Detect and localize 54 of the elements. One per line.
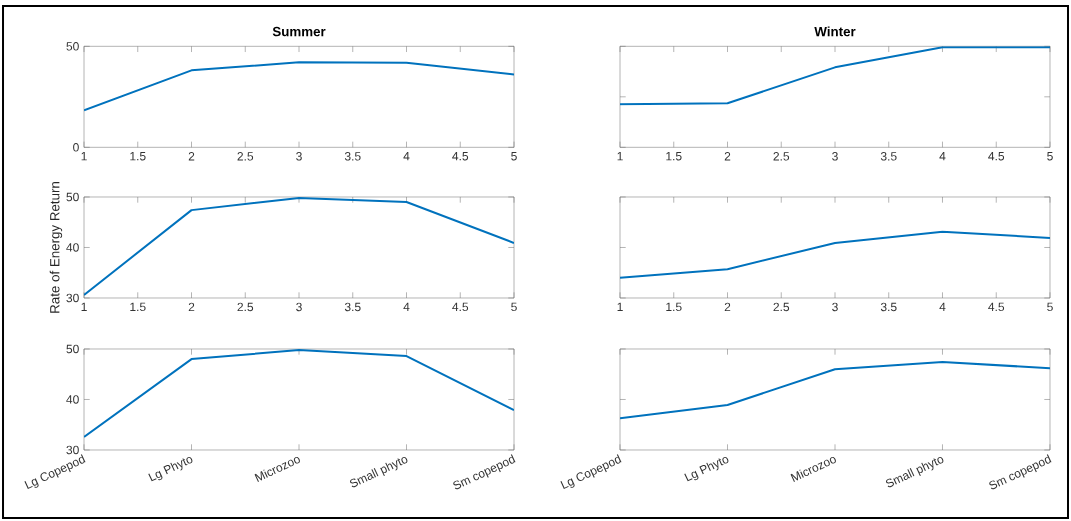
x-tick-label: 1 bbox=[617, 152, 623, 161]
x-tick-label: 4 bbox=[403, 302, 410, 311]
x-tick-label: 3 bbox=[832, 152, 838, 161]
chart-title: Summer bbox=[272, 26, 326, 37]
x-tick-label: Small phyto bbox=[349, 456, 408, 488]
x-tick-label: 1 bbox=[81, 302, 87, 311]
x-tick-label: 3.5 bbox=[344, 302, 361, 312]
x-tick-label: 4.5 bbox=[452, 302, 469, 312]
y-tick-label: 30 bbox=[66, 293, 79, 303]
x-tick-label: 3.5 bbox=[880, 302, 897, 312]
x-tick-label: Lg Phyto bbox=[148, 456, 193, 482]
x-tick-label: 2.5 bbox=[773, 152, 790, 161]
x-tick-label: 4.5 bbox=[988, 152, 1005, 161]
x-tick-label: 1 bbox=[81, 152, 87, 161]
x-tick-label: 1.5 bbox=[130, 152, 146, 161]
y-tick-label: 40 bbox=[66, 395, 79, 404]
x-tick-label: 1.5 bbox=[666, 302, 682, 312]
y-axis-title: Rate of Energy Return bbox=[49, 182, 63, 313]
x-tick-label: 5 bbox=[511, 302, 517, 312]
x-tick-label: 2 bbox=[724, 152, 731, 161]
x-tick-label: 2 bbox=[724, 302, 731, 312]
x-tick-label: 5 bbox=[1047, 152, 1053, 161]
x-tick-label: 4 bbox=[403, 152, 410, 161]
x-tick-label: 2.5 bbox=[773, 302, 790, 312]
x-tick-label: 5 bbox=[1047, 302, 1053, 312]
y-tick-label: 30 bbox=[66, 445, 79, 455]
x-tick-label: 3 bbox=[832, 302, 838, 312]
y-tick-label: 0 bbox=[73, 143, 79, 152]
x-tick-label: 4.5 bbox=[988, 302, 1005, 312]
x-tick-label: 3 bbox=[296, 152, 302, 161]
x-tick-label: 5 bbox=[511, 152, 517, 161]
chart-title: Winter bbox=[814, 26, 856, 37]
y-tick-label: 50 bbox=[66, 42, 79, 51]
x-tick-label: 3 bbox=[296, 302, 302, 312]
x-tick-label: 1 bbox=[617, 302, 623, 311]
y-tick-label: 50 bbox=[66, 344, 79, 354]
x-tick-label: 4 bbox=[939, 302, 946, 311]
y-tick-label: 40 bbox=[66, 243, 79, 252]
x-tick-label: 3.5 bbox=[344, 152, 361, 161]
x-tick-label: 4 bbox=[939, 152, 946, 161]
x-tick-label: 4.5 bbox=[452, 152, 469, 161]
y-tick-label: 50 bbox=[66, 192, 79, 202]
x-tick-label: 2.5 bbox=[237, 152, 254, 161]
x-tick-label: 2 bbox=[188, 302, 195, 312]
x-tick-label: Lg Phyto bbox=[684, 456, 729, 482]
x-tick-label: 2 bbox=[188, 152, 195, 161]
x-tick-label: 3.5 bbox=[880, 152, 897, 161]
line-series bbox=[84, 349, 514, 438]
line-series bbox=[84, 197, 514, 296]
x-tick-label: Small phyto bbox=[885, 456, 944, 488]
x-tick-label: 1.5 bbox=[130, 302, 146, 312]
x-tick-label: 2.5 bbox=[237, 302, 254, 312]
line-series bbox=[84, 61, 514, 112]
x-tick-label: 1.5 bbox=[666, 152, 682, 161]
